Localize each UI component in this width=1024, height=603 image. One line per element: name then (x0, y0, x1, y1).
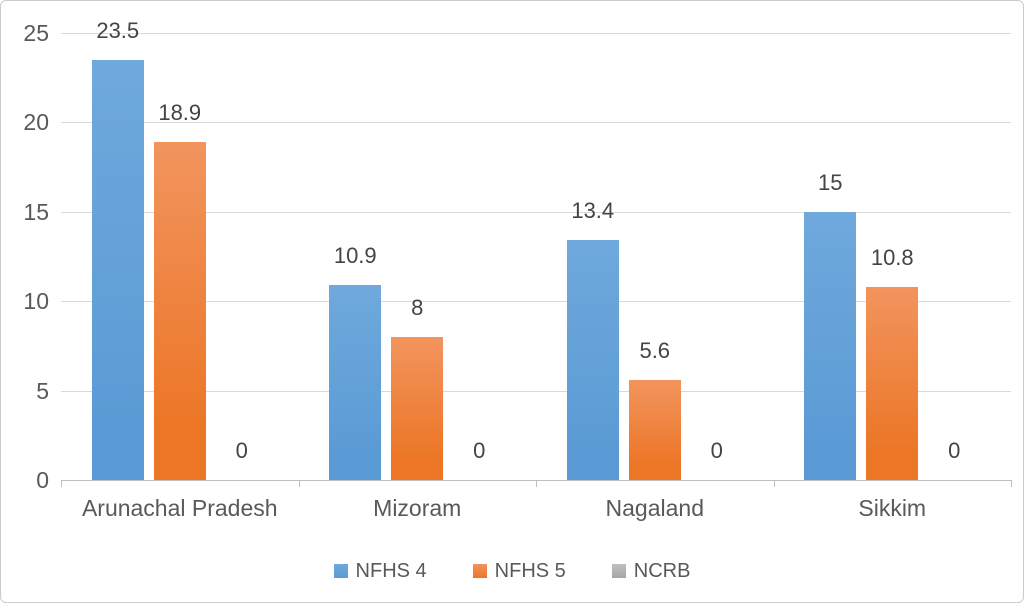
legend-item: NFHS 5 (472, 560, 566, 582)
bar-value-label: 0 (473, 438, 486, 463)
y-tick-label: 20 (23, 109, 49, 136)
bar-value-label: 15 (818, 169, 843, 195)
bar-nfhs-5 (628, 379, 681, 480)
bar-nfhs-5 (391, 336, 444, 480)
x-category-label: Nagaland (605, 495, 704, 521)
legend-label: NFHS 5 (494, 560, 566, 582)
legend-label: NFHS 4 (355, 560, 427, 582)
x-category-label: Mizoram (373, 495, 462, 521)
bar-nfhs-4 (329, 285, 382, 480)
x-axis-tick (298, 480, 300, 487)
bar-value-label: 0 (948, 438, 961, 463)
bar-value-label: 13.4 (571, 198, 615, 224)
bar-nfhs-5 (866, 286, 919, 480)
legend-swatch-icon (611, 564, 626, 578)
gridline (61, 211, 1011, 213)
x-axis-tick (61, 480, 62, 487)
bar-nfhs-5 (153, 142, 206, 480)
gridline (61, 390, 1011, 392)
bar-nfhs-4 (566, 240, 619, 480)
bar-value-label: 10.9 (333, 243, 377, 269)
x-category-label: Sikkim (858, 495, 927, 521)
bar-value-label: 10.8 (870, 244, 914, 270)
legend: NFHS 4 NFHS 5 NCRB (1, 555, 1023, 587)
x-axis-tick (536, 480, 537, 487)
legend-swatch-icon (472, 564, 487, 578)
x-axis-tick (1011, 480, 1012, 487)
y-tick-label: 15 (23, 198, 49, 225)
legend-label: NCRB (633, 560, 691, 582)
gridline (61, 122, 1011, 124)
y-tick-label: 10 (23, 288, 49, 315)
bar-nfhs-4 (804, 211, 857, 480)
y-tick-label: 5 (36, 377, 49, 404)
legend-item: NCRB (611, 560, 691, 582)
x-category-label: Arunachal Pradesh (81, 495, 278, 521)
bar-value-label: 23.5 (96, 17, 140, 43)
gridline (61, 33, 1011, 34)
legend-item: NFHS 4 (333, 560, 427, 582)
bar-value-label: 8 (411, 294, 424, 320)
gridline (61, 301, 1011, 303)
bar-value-label: 0 (710, 438, 723, 463)
y-tick-label: 25 (23, 20, 49, 46)
bar-value-label: 5.6 (639, 337, 671, 363)
bar-nfhs-4 (91, 59, 144, 480)
y-tick-label: 0 (36, 467, 49, 493)
legend-swatch-icon (333, 564, 348, 578)
bar-value-label: 18.9 (158, 100, 202, 126)
x-axis-tick (773, 480, 775, 487)
bar-value-label: 0 (235, 438, 248, 463)
